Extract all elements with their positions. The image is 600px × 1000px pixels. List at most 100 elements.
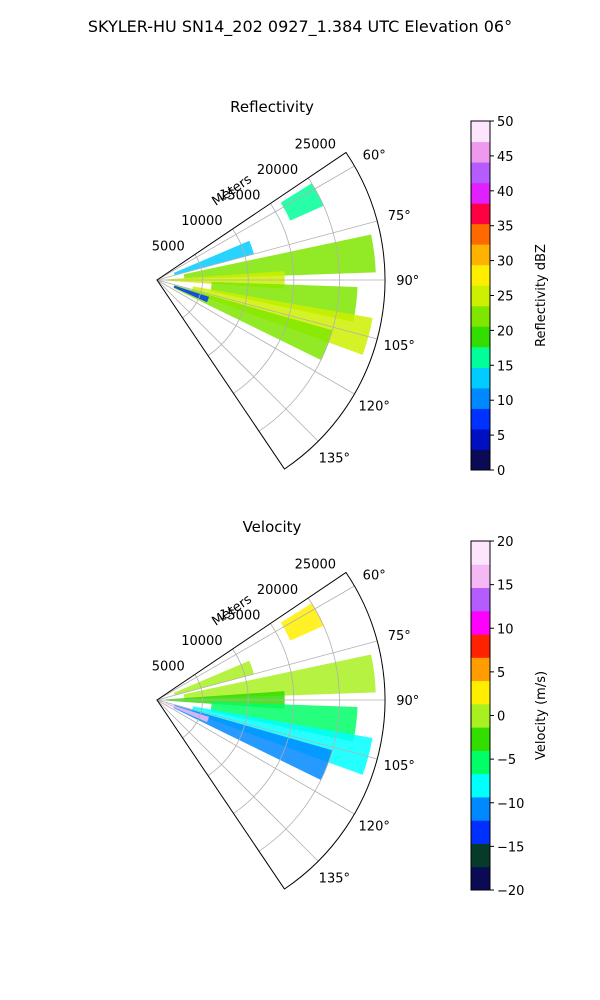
echo-region bbox=[173, 240, 254, 276]
azimuth-tick-label: 90° bbox=[396, 274, 419, 289]
colorbar-segment bbox=[471, 727, 490, 751]
range-tick-label: 20000 bbox=[257, 163, 298, 178]
azimuth-tick-label: 90° bbox=[396, 694, 419, 709]
echo-region bbox=[183, 654, 376, 700]
panel-velocity: Velocity 5000 10000 15000 20000 25000 60° 75° 90… bbox=[152, 518, 549, 899]
colorbar-segment bbox=[471, 264, 490, 286]
colorbar-segment bbox=[471, 162, 490, 184]
colorbar-tick-label: 40 bbox=[497, 185, 514, 200]
azimuth-spoke bbox=[156, 165, 355, 281]
range-ring bbox=[182, 674, 203, 739]
range-tick-label: 5000 bbox=[152, 660, 185, 675]
azimuth-tick-label: 75° bbox=[388, 209, 411, 224]
colorbar-segment bbox=[471, 541, 490, 565]
colorbar-tick-label: 35 bbox=[497, 220, 514, 235]
colorbar-segment bbox=[471, 796, 490, 821]
echo-field bbox=[166, 183, 376, 360]
range-tick-label: 15000 bbox=[219, 189, 260, 204]
colorbar-tick-label: −10 bbox=[497, 797, 524, 812]
colorbar-segment bbox=[471, 367, 490, 389]
panel-title: Velocity bbox=[243, 518, 302, 536]
colorbar-segment bbox=[471, 182, 490, 204]
colorbar: 0 5 10 15 20 25 30 35 40 45 50 Reflectivity dBZ bbox=[470, 115, 549, 479]
range-ring bbox=[233, 623, 295, 814]
sector-frame bbox=[156, 571, 386, 890]
colorbar-segment bbox=[471, 750, 490, 775]
echo-region bbox=[173, 285, 333, 360]
colorbar-segment bbox=[471, 408, 490, 430]
figure-title: SKYLER-HU SN14_202 0927_1.384 UTC Elevat… bbox=[88, 17, 512, 37]
azimuth-tick-label: 60° bbox=[363, 569, 386, 584]
colorbar-tick-label: −15 bbox=[497, 840, 524, 855]
colorbar-tick-label: 0 bbox=[497, 710, 505, 725]
range-ring bbox=[258, 597, 340, 852]
azimuth-tick-label: 105° bbox=[384, 759, 415, 774]
azimuth-spoke bbox=[156, 699, 319, 862]
colorbar-tick-label: 20 bbox=[497, 535, 514, 550]
panel-reflectivity: Reflectivity 5000 10000 15000 20000 25000 60° 7… bbox=[152, 98, 549, 479]
colorbar-segment bbox=[471, 305, 490, 327]
colorbar-tick-label: 50 bbox=[497, 115, 514, 130]
range-tick-label: 15000 bbox=[219, 609, 260, 624]
colorbar-segment bbox=[471, 121, 490, 143]
range-ring bbox=[207, 228, 249, 356]
echo-region bbox=[280, 183, 324, 221]
colorbar-segment bbox=[471, 866, 490, 891]
azimuth-spoke bbox=[156, 279, 355, 395]
azimuth-spoke bbox=[156, 585, 355, 701]
colorbar-segment bbox=[471, 449, 490, 471]
azimuth-tick-label: 75° bbox=[388, 629, 411, 644]
azimuth-spoke bbox=[156, 220, 378, 281]
azimuth-tick-label: 105° bbox=[384, 339, 415, 354]
sector-frame bbox=[156, 151, 386, 470]
colorbar-label: Velocity (m/s) bbox=[534, 671, 549, 760]
colorbar-segment bbox=[471, 657, 490, 682]
range-ring bbox=[182, 254, 203, 319]
azimuth-spoke bbox=[156, 279, 319, 442]
range-tick-label: 5000 bbox=[152, 240, 185, 255]
colorbar-tick-label: 15 bbox=[497, 579, 514, 594]
colorbar-tick-label: 45 bbox=[497, 150, 514, 165]
azimuth-spoke bbox=[156, 279, 378, 340]
colorbar-segment bbox=[471, 428, 490, 450]
colorbar-tick-label: 20 bbox=[497, 324, 514, 339]
range-tick-label: 25000 bbox=[295, 138, 336, 153]
colorbar-segment bbox=[471, 703, 490, 728]
range-tick-label: 10000 bbox=[181, 214, 222, 229]
azimuth-spoke bbox=[156, 699, 378, 760]
colorbar-segment bbox=[471, 285, 490, 307]
colorbar-segment bbox=[471, 244, 490, 266]
colorbar-label: Reflectivity dBZ bbox=[534, 244, 549, 347]
colorbar-tick-label: −20 bbox=[497, 884, 524, 899]
azimuth-tick-label: 135° bbox=[319, 871, 350, 886]
colorbar-tick-label: 25 bbox=[497, 290, 514, 305]
colorbar-segment bbox=[471, 141, 490, 163]
colorbar-tick-label: 10 bbox=[497, 622, 514, 637]
echo-field bbox=[165, 603, 376, 780]
azimuth-tick-label: 135° bbox=[319, 451, 350, 466]
colorbar-segment bbox=[471, 346, 490, 368]
range-tick-label: 10000 bbox=[181, 634, 222, 649]
colorbar-tick-label: 5 bbox=[497, 429, 505, 444]
colorbar: −20 −15 −10 −5 0 5 10 15 20 Velocity (m/s) bbox=[470, 535, 549, 899]
colorbar-segment bbox=[471, 634, 490, 658]
panel-title: Reflectivity bbox=[230, 98, 314, 116]
colorbar-segment bbox=[471, 843, 490, 868]
colorbar-tick-label: 5 bbox=[497, 666, 505, 681]
colorbar-segment bbox=[471, 326, 490, 348]
colorbar-segment bbox=[471, 564, 490, 589]
colorbar-tick-label: 30 bbox=[497, 255, 514, 270]
echo-region bbox=[280, 603, 324, 641]
colorbar-tick-label: −5 bbox=[497, 753, 516, 768]
colorbar-segment bbox=[471, 587, 490, 612]
colorbar-segment bbox=[471, 203, 490, 225]
range-ring bbox=[258, 177, 340, 432]
range-tick-label: 25000 bbox=[295, 558, 336, 573]
azimuth-tick-label: 120° bbox=[359, 819, 390, 834]
range-tick-label: 20000 bbox=[257, 583, 298, 598]
colorbar-tick-label: 10 bbox=[497, 394, 514, 409]
range-ring bbox=[207, 648, 249, 776]
colorbar-segment bbox=[471, 223, 490, 245]
